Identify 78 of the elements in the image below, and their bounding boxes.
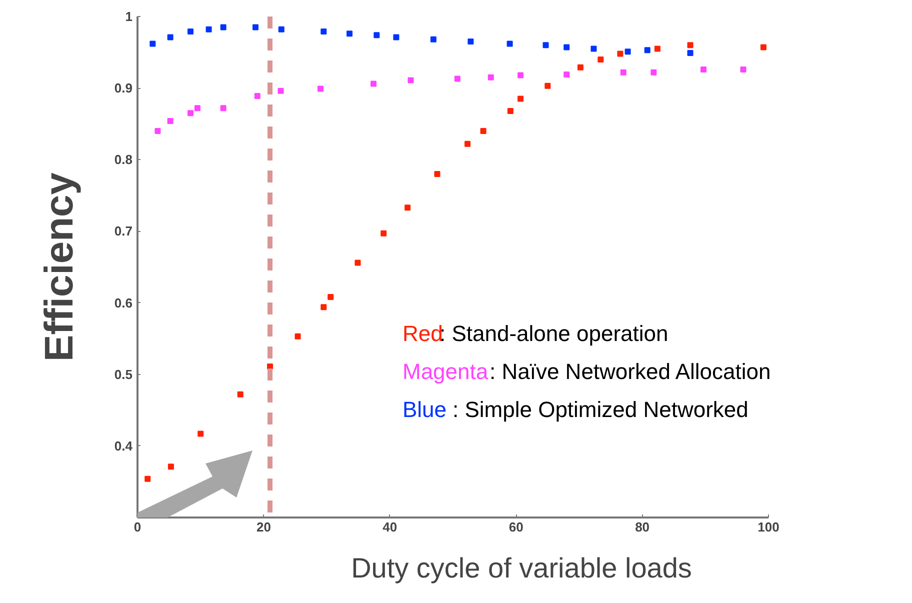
x-tick-label: 60	[508, 520, 524, 534]
point	[237, 391, 244, 398]
y-tick-label: 0.6	[114, 295, 133, 310]
point	[220, 105, 226, 112]
text: Blue: Simple Optimized Networked	[402, 397, 748, 422]
point	[393, 34, 400, 40]
point	[564, 44, 570, 50]
point	[617, 50, 624, 57]
point	[577, 64, 584, 70]
point	[198, 430, 204, 437]
point	[687, 50, 694, 56]
point	[624, 48, 631, 55]
point	[346, 30, 353, 37]
point	[518, 72, 524, 78]
point	[404, 204, 411, 211]
point	[544, 82, 551, 89]
y-tick-label: 0.7	[114, 224, 133, 239]
point	[542, 42, 549, 48]
point	[590, 46, 597, 52]
point	[278, 26, 284, 32]
y-tick-label: 1	[125, 9, 133, 24]
point	[294, 333, 301, 340]
point	[518, 96, 524, 102]
point	[167, 118, 174, 124]
y-tick-label: 0.8	[114, 152, 133, 168]
text: Red: Stand-alone operation	[402, 321, 668, 346]
point	[278, 88, 284, 94]
point	[380, 230, 387, 236]
y-tick-label: 0.4	[114, 438, 134, 454]
point	[194, 105, 200, 112]
point	[328, 294, 334, 300]
point	[464, 140, 471, 147]
text: Magenta: Naïve Networked Allocation	[402, 359, 771, 384]
point	[507, 108, 514, 114]
point	[408, 77, 414, 84]
point	[317, 86, 324, 92]
point	[760, 44, 766, 50]
point	[654, 46, 660, 52]
point	[650, 69, 657, 76]
point	[430, 36, 436, 42]
point	[468, 38, 474, 45]
point	[144, 476, 151, 482]
x-tick-label: 40	[382, 520, 398, 534]
y-axis-title: Efficiency	[37, 172, 82, 362]
point	[740, 66, 746, 72]
point	[488, 74, 494, 80]
y-tick-label: 0.9	[114, 80, 133, 96]
point	[254, 92, 260, 99]
y-tick-label: 0.5	[114, 366, 133, 382]
point	[252, 24, 258, 30]
point	[370, 80, 376, 87]
point	[564, 71, 570, 78]
point	[644, 47, 650, 54]
x-tick-label: 80	[635, 520, 650, 534]
point	[598, 56, 604, 62]
point	[168, 464, 174, 470]
point	[320, 304, 327, 310]
point	[454, 76, 460, 82]
point	[506, 40, 513, 47]
point	[188, 110, 194, 116]
point	[620, 69, 626, 76]
point	[374, 32, 380, 38]
point	[150, 40, 156, 47]
point	[188, 28, 194, 35]
point	[154, 128, 161, 134]
point	[687, 42, 694, 48]
x-axis-title: Duty cycle of variable loads	[351, 552, 692, 584]
x-tick-label: 0	[134, 520, 142, 534]
x-tick-label: 100	[758, 520, 780, 534]
point	[480, 128, 486, 134]
point	[220, 24, 226, 30]
point	[320, 28, 327, 35]
point	[700, 66, 707, 72]
point	[434, 170, 440, 177]
x-tick-label: 20	[256, 520, 271, 534]
point	[206, 26, 212, 32]
point	[354, 260, 361, 266]
point	[167, 34, 174, 40]
